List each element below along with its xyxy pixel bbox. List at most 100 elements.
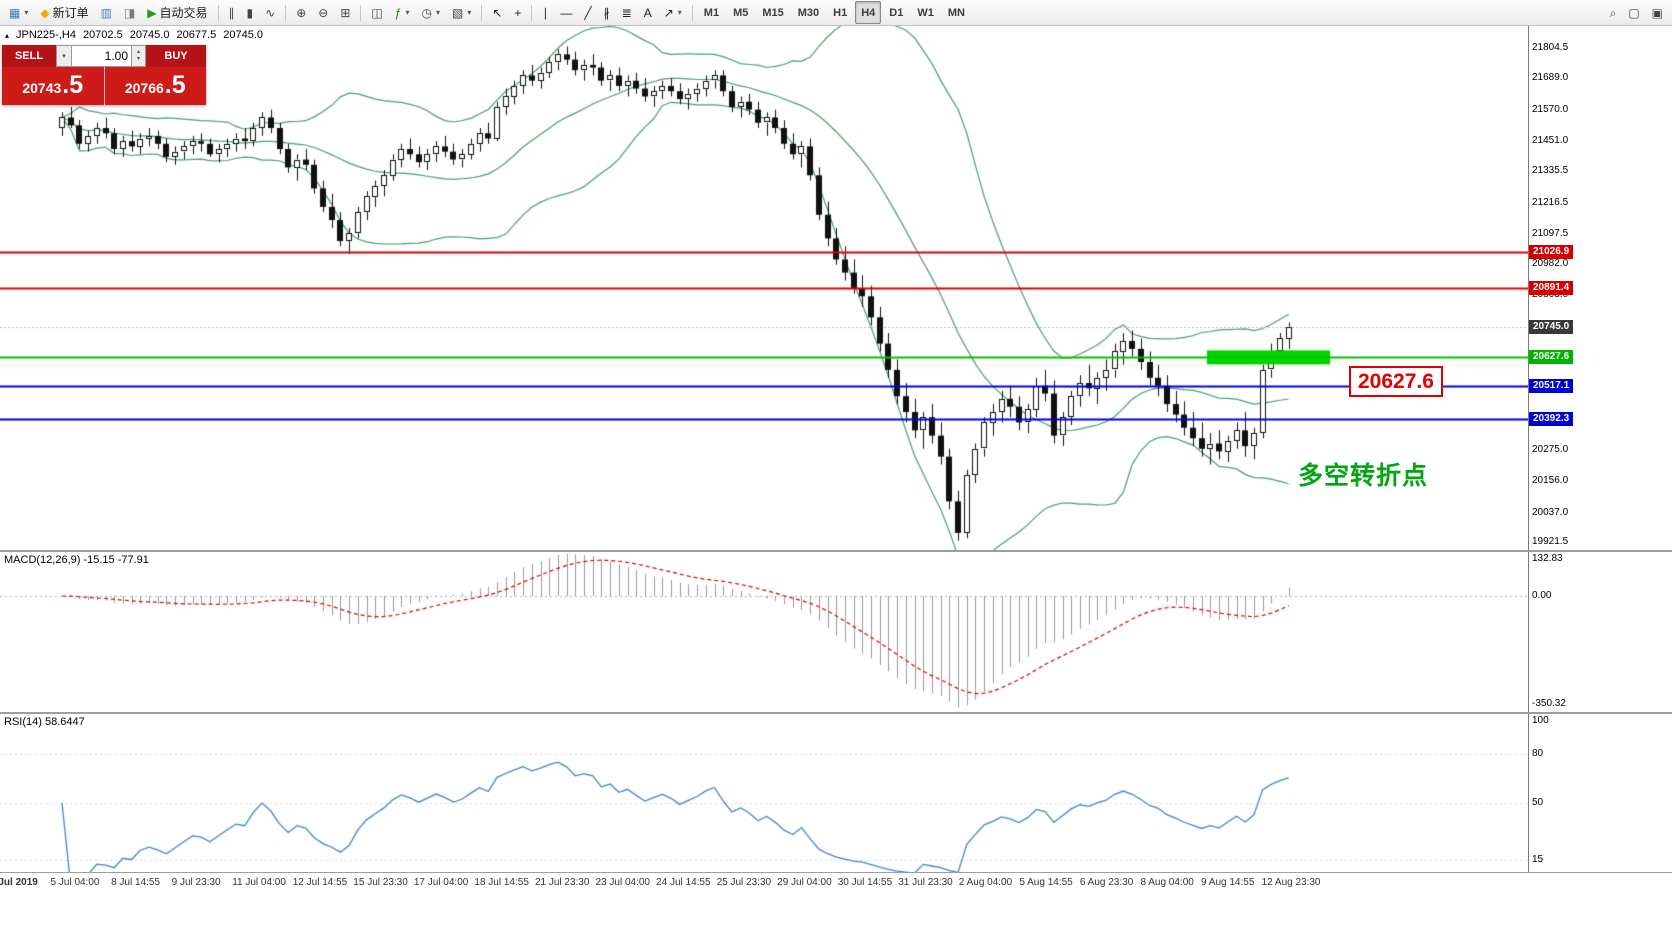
price-tick: 21097.5: [1532, 227, 1569, 239]
stepper-down-icon[interactable]: ▾: [136, 56, 140, 62]
data-window-button[interactable]: ◨: [119, 1, 140, 24]
zoom-out-icon: ⊖: [318, 5, 329, 20]
market-watch-button[interactable]: ▥: [96, 1, 117, 24]
timeframe-m30[interactable]: M30: [797, 6, 820, 19]
time-label: 12 Jul 14:55: [292, 877, 348, 888]
volume-input[interactable]: 1.00: [72, 45, 131, 67]
fibonacci-button[interactable]: ≣: [617, 1, 637, 24]
time-axis[interactable]: 5 Jul 2019 5 Jul 04:00 8 Jul 14:55 9 Jul 23…: [0, 872, 1672, 897]
main-chart[interactable]: ▴ JPN225-,H4 20702.5 20745.0 20677.5 207…: [0, 26, 1528, 550]
cursor-button[interactable]: ↖: [487, 1, 507, 24]
ohlc-open: 20702.5: [82, 29, 123, 41]
grid-icon: ⊞: [340, 5, 351, 20]
timeframe-m1[interactable]: M1: [703, 6, 720, 19]
crosshair-button[interactable]: +: [509, 1, 526, 24]
timeframe-m5[interactable]: M5: [733, 6, 749, 19]
timeframe-w1[interactable]: W1: [917, 6, 934, 19]
dropdown-arrow-icon: ▾: [435, 8, 440, 17]
zoom-in-icon: ⊕: [296, 5, 307, 20]
main-chart-row: ▴ JPN225-,H4 20702.5 20745.0 20677.5 207…: [0, 26, 1672, 550]
rsi-axis[interactable]: 100 80 50 15: [1528, 714, 1671, 872]
new-order-button-label: 新订单: [52, 6, 89, 20]
main-chart-canvas[interactable]: [0, 26, 1528, 550]
panel-separator-macd[interactable]: [0, 550, 1672, 552]
dropdown-arrow-icon: ▾: [467, 8, 472, 17]
trendline-button[interactable]: ╱: [579, 1, 596, 24]
macd-panel[interactable]: MACD(12,26,9) -15.15 -77.91: [0, 552, 1528, 712]
horizontal-line-button[interactable]: ―: [555, 1, 577, 24]
toolbar-buttons: ▦ ▾ ◆ 新订单 ▥ ◨ ▶ 自动交易 ∥ ▮ ∿ ⊕ ⊖ ⊞ ◫ ƒ ▾ ◷ ▾ ▧ ▾ ↖ + ∣ ― ╱ ∦ ≣ A ↗ ▾: [3, 0, 697, 25]
sell-price[interactable]: 20743 .5: [2, 67, 104, 105]
sell-button[interactable]: SELL: [2, 45, 56, 67]
search-button[interactable]: ⌕: [1605, 1, 1622, 24]
order-type-dropdown[interactable]: ▾: [56, 45, 72, 67]
price-tick: 20156.0: [1532, 475, 1569, 487]
price-tick: 21451.0: [1532, 134, 1569, 146]
templates-button[interactable]: ▧ ▾: [447, 1, 476, 24]
candlestick-button[interactable]: ▮: [242, 1, 259, 24]
text-button[interactable]: A: [639, 1, 657, 24]
rsi-canvas[interactable]: [0, 714, 1528, 872]
timeframe-mn[interactable]: MN: [947, 6, 965, 19]
buy-button[interactable]: BUY: [146, 45, 206, 67]
indicators-button[interactable]: ƒ ▾: [390, 1, 415, 24]
price-tag: 20627.6: [1529, 350, 1574, 365]
macd-axis[interactable]: 132.83 0.00 -350.32: [1528, 552, 1671, 712]
crosshair-icon: +: [514, 5, 522, 20]
time-label: 23 Jul 04:00: [595, 877, 651, 888]
price-tick: 21689.0: [1532, 72, 1569, 84]
volume-stepper[interactable]: ▴ ▾: [131, 45, 146, 67]
stepper-up-icon[interactable]: ▴: [136, 49, 140, 55]
timeframe-h1[interactable]: H1: [833, 6, 848, 19]
time-label: 11 Jul 04:00: [232, 877, 286, 888]
support-level-label[interactable]: 20627.6: [1349, 366, 1443, 397]
line-chart-button[interactable]: ∿: [260, 1, 280, 24]
zoom-in-button[interactable]: ⊕: [291, 1, 311, 24]
time-label: 12 Aug 23:30: [1261, 877, 1321, 888]
rsi-panel[interactable]: RSI(14) 58.6447: [0, 714, 1528, 872]
toolbar: ▦ ▾ ◆ 新订单 ▥ ◨ ▶ 自动交易 ∥ ▮ ∿ ⊕ ⊖ ⊞ ◫ ƒ ▾ ◷ ▾ ▧ ▾ ↖ + ∣ ― ╱ ∦ ≣ A ↗ ▾ M1 M…: [0, 0, 1672, 26]
arrows-icon: ↗: [663, 5, 674, 20]
timeframe-buttons: M1 M5 M15 M30 H1 H4 D1 W1 MN: [697, 0, 972, 25]
toolbar-separator: [531, 4, 533, 21]
periods-button[interactable]: ◷ ▾: [416, 1, 445, 24]
new-order-button[interactable]: ◆ 新订单: [35, 1, 93, 24]
arrows-button[interactable]: ↗ ▾: [659, 1, 687, 24]
buy-price[interactable]: 20766 .5: [103, 67, 206, 105]
toolbar-separator: [360, 4, 362, 21]
timeframe-h4[interactable]: H4: [855, 1, 882, 24]
ohlc-close: 20745.0: [223, 29, 263, 41]
macd-canvas[interactable]: [0, 552, 1528, 712]
symbol-info-bar: ▴ JPN225-,H4 20702.5 20745.0 20677.5 207…: [5, 29, 263, 41]
macd-tick: 0.00: [1532, 589, 1552, 601]
new-order-icon: ◆: [40, 5, 50, 20]
timeframe-m15[interactable]: M15: [762, 6, 784, 19]
panel-separator-rsi[interactable]: [0, 712, 1672, 714]
indicators-icon: ƒ: [394, 5, 402, 20]
arrange-windows-button[interactable]: ◫: [366, 1, 387, 24]
new-chart-icon: ▦: [9, 5, 21, 20]
chart-marker-icon: ▴: [5, 30, 10, 40]
bottom-filler: [0, 897, 1672, 946]
price-tick: 20037.0: [1532, 506, 1569, 518]
timeframe-d1[interactable]: D1: [889, 6, 904, 19]
time-label: 25 Jul 23:30: [716, 877, 772, 888]
price-tag: 20745.0: [1529, 319, 1574, 334]
cursor-mode-button[interactable]: ▣: [1647, 1, 1668, 24]
channel-button[interactable]: ∦: [599, 1, 615, 24]
turning-point-annotation[interactable]: 多空转折点: [1298, 462, 1429, 490]
buy-price-frac: .5: [164, 71, 186, 99]
dropdown-arrow-icon: ▾: [405, 8, 410, 17]
price-axis[interactable]: 21804.5 21689.0 21570.0 21451.0 21335.5 21216…: [1528, 26, 1671, 550]
grid-button[interactable]: ⊞: [335, 1, 355, 24]
zoom-out-button[interactable]: ⊖: [313, 1, 333, 24]
rsi-label: RSI(14) 58.6447: [4, 716, 85, 728]
time-label: 29 Jul 04:00: [777, 877, 832, 888]
autotrading-button[interactable]: ▶ 自动交易: [142, 1, 212, 24]
new-window-button[interactable]: ▢: [1623, 1, 1644, 24]
ohlc-bars-button[interactable]: ∥: [224, 1, 240, 24]
new-chart-button[interactable]: ▦ ▾: [4, 1, 33, 24]
search-icon: ⌕: [1609, 5, 1617, 20]
vertical-line-button[interactable]: ∣: [537, 1, 553, 24]
